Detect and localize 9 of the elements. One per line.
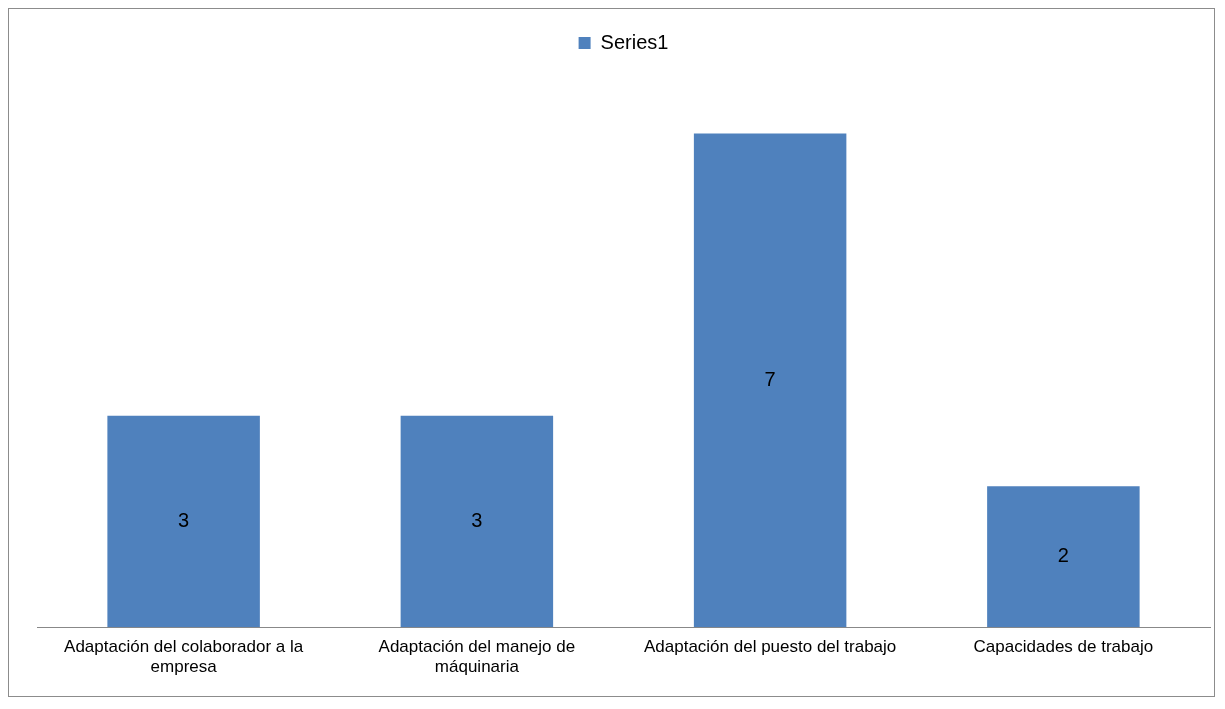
legend-label: Series1 — [600, 30, 669, 53]
x-tick-label: Adaptación del manejo de máquinaria — [378, 637, 576, 677]
data-label: 7 — [764, 367, 776, 390]
data-label: 2 — [1057, 544, 1069, 567]
data-label: 3 — [178, 508, 190, 531]
x-tick-label: Capacidades de trabajo — [973, 637, 1154, 657]
x-tick-label: Adaptación del puesto del trabajo — [643, 637, 897, 657]
x-tick-label: Adaptación del colaborador a la empresa — [64, 637, 304, 677]
data-label: 3 — [471, 508, 483, 531]
